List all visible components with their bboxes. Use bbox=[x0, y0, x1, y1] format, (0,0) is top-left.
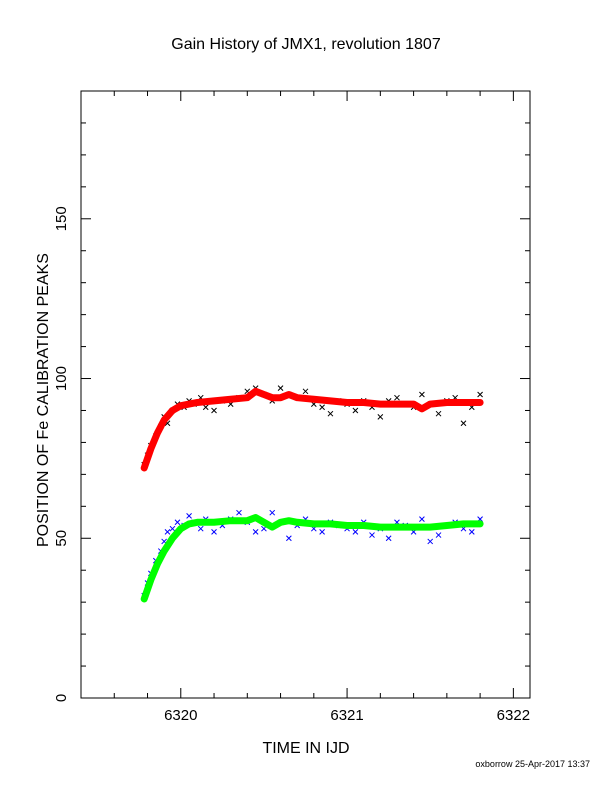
series-1-point bbox=[319, 529, 325, 535]
point-stroke bbox=[460, 420, 467, 427]
point-stroke bbox=[211, 407, 217, 414]
series-0-point bbox=[202, 404, 209, 411]
axis-ticks: 0 50 100 150 6320 6321 6322 bbox=[53, 90, 530, 724]
series-2-line bbox=[140, 387, 484, 472]
y-tick-label: 100 bbox=[53, 366, 70, 391]
series-0-point bbox=[460, 420, 467, 427]
series-0-point bbox=[352, 407, 359, 414]
point-stroke bbox=[286, 535, 292, 542]
point-stroke bbox=[244, 388, 251, 395]
chart-title: Gain History of JMX1, revolution 1807 bbox=[171, 36, 441, 53]
series-1-point bbox=[252, 529, 259, 535]
series-0-point bbox=[327, 410, 334, 417]
series-1-point bbox=[435, 532, 442, 538]
point-stroke bbox=[164, 420, 171, 427]
point-stroke bbox=[435, 410, 442, 417]
series-1-point bbox=[269, 509, 276, 516]
x-tick-label: 6322 bbox=[497, 707, 530, 724]
series-1-point bbox=[468, 529, 475, 535]
series-1-point bbox=[286, 535, 292, 542]
series-1-point bbox=[369, 532, 375, 538]
x-tick-label: 6321 bbox=[330, 707, 363, 724]
point-stroke bbox=[169, 525, 176, 532]
point-stroke bbox=[197, 525, 204, 532]
series-1-point bbox=[186, 513, 192, 519]
y-tick-label: 150 bbox=[53, 206, 70, 231]
point-stroke bbox=[269, 509, 276, 516]
point-stroke bbox=[419, 516, 425, 522]
x-tick-label: 6320 bbox=[164, 707, 197, 724]
series-1-point bbox=[174, 519, 181, 526]
point-stroke bbox=[186, 513, 192, 519]
point-stroke bbox=[252, 529, 259, 535]
point-stroke bbox=[352, 407, 359, 414]
point-stroke bbox=[211, 529, 217, 535]
point-stroke bbox=[302, 388, 309, 395]
data-marks bbox=[140, 385, 484, 603]
series-1-point bbox=[169, 525, 176, 532]
point-stroke bbox=[468, 529, 475, 535]
series-3-line bbox=[140, 513, 484, 603]
point-stroke bbox=[202, 404, 209, 411]
series-0-point bbox=[419, 391, 425, 398]
series-1-point bbox=[352, 529, 359, 535]
point-stroke bbox=[164, 529, 171, 535]
series-0-point bbox=[377, 414, 384, 420]
point-stroke bbox=[161, 538, 168, 545]
series-0-point bbox=[435, 410, 442, 417]
point-stroke bbox=[319, 404, 325, 411]
series-1-point bbox=[385, 535, 392, 542]
series-0-point bbox=[302, 388, 309, 395]
point-stroke bbox=[477, 391, 483, 398]
point-stroke bbox=[174, 519, 181, 526]
series-0-point bbox=[277, 385, 284, 391]
point-stroke bbox=[394, 394, 400, 401]
point-stroke bbox=[435, 532, 442, 538]
point-stroke bbox=[277, 385, 284, 391]
series-1-point bbox=[211, 529, 217, 535]
series-1-point bbox=[164, 529, 171, 535]
plot-frame bbox=[80, 90, 531, 699]
point-stroke bbox=[236, 509, 242, 516]
series-0-point bbox=[319, 404, 325, 411]
point-stroke bbox=[377, 414, 384, 420]
series-1-point bbox=[236, 509, 242, 516]
series-1-point bbox=[197, 525, 204, 532]
point-stroke bbox=[385, 535, 392, 542]
point-stroke bbox=[369, 532, 375, 538]
series-1-point bbox=[427, 538, 434, 545]
x-axis-label: TIME IN IJD bbox=[262, 740, 350, 757]
series-1-point bbox=[419, 516, 425, 522]
point-stroke bbox=[319, 529, 325, 535]
series-0-point bbox=[477, 391, 483, 398]
footer-credit: oxborrow 25-Apr-2017 13:37 bbox=[475, 759, 590, 769]
point-stroke bbox=[427, 538, 434, 545]
point-stroke bbox=[352, 529, 359, 535]
y-tick-label: 0 bbox=[53, 694, 70, 702]
point-stroke bbox=[327, 410, 334, 417]
series-0-point bbox=[394, 394, 400, 401]
y-tick-label: 50 bbox=[53, 530, 70, 547]
series-0-point bbox=[211, 407, 217, 414]
point-stroke bbox=[419, 391, 425, 398]
